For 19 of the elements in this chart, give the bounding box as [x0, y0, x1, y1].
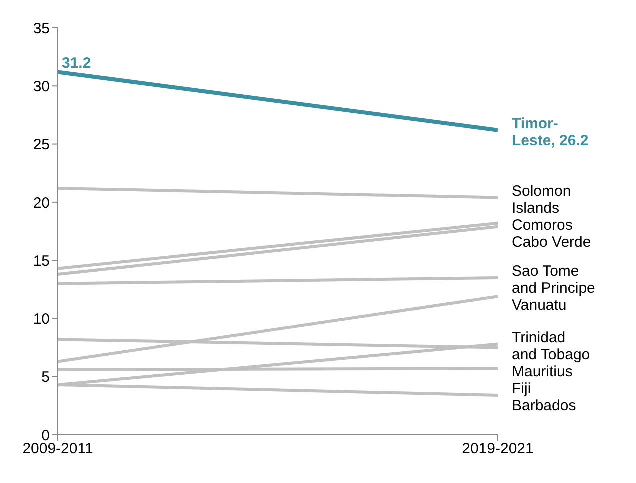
y-tick-label: 10	[33, 311, 50, 328]
series-label: Trinidad and Tobago	[512, 329, 590, 364]
series-label: Sao Tome and Principe	[512, 263, 596, 298]
y-tick-label: 25	[33, 136, 50, 154]
x-tick-label: 2019-2021	[462, 440, 534, 458]
series-label: Comoros	[512, 216, 573, 234]
series-label: Barbados	[512, 397, 576, 414]
y-tick-label: 35	[33, 20, 50, 38]
text: Timor-Leste, 26.2	[512, 115, 589, 150]
y-tick-label: 20	[33, 194, 50, 212]
series-label: Mauritius	[512, 363, 573, 380]
y-tick-label: 15	[33, 252, 50, 270]
data-label: 31.2	[62, 55, 92, 72]
series-label: Vanuatu	[512, 297, 567, 314]
series-label: Solomon Islands	[512, 182, 572, 217]
series-label: Cabo Verde	[512, 234, 592, 251]
series-label: Fiji	[512, 380, 532, 398]
y-tick-label: 5	[42, 369, 50, 386]
y-tick-label: 30	[33, 78, 50, 96]
